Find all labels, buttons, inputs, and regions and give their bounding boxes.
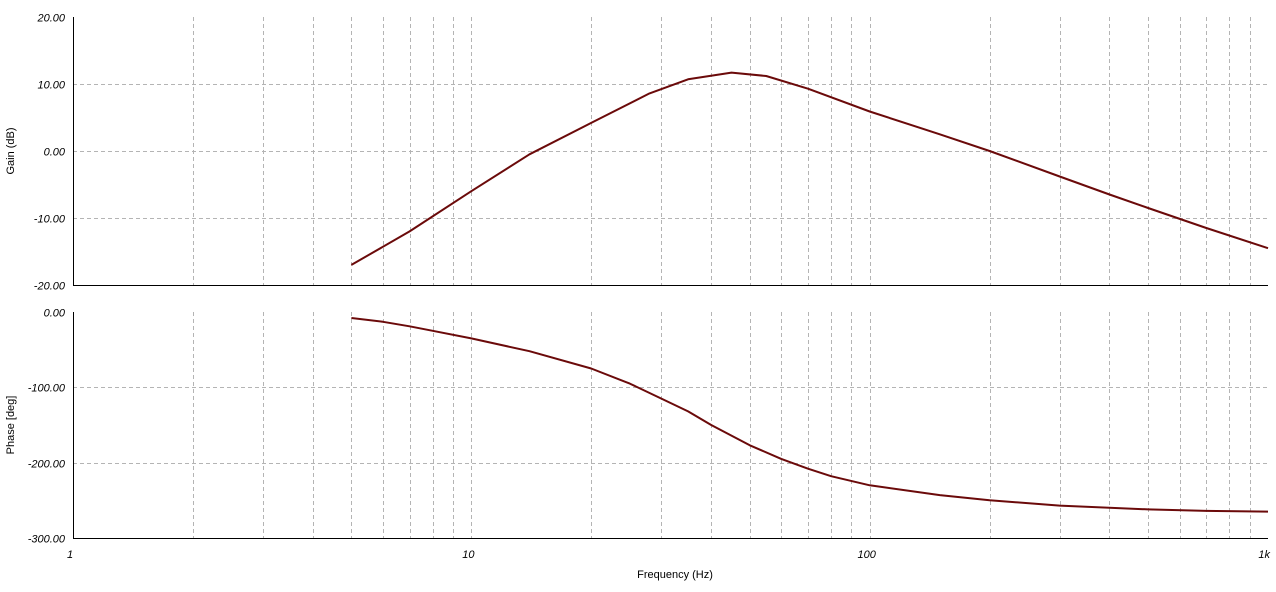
gain-ytick-label: 20.00 [36, 13, 65, 25]
gain-ytick-label: -10.00 [34, 214, 66, 226]
x-tick-label: 1 [67, 549, 73, 561]
phase-ytick-label: -300.00 [28, 534, 66, 546]
gain-ytick-label: -20.00 [34, 281, 66, 293]
phase-ytick-label: -100.00 [28, 383, 66, 395]
x-tick-label: 1k [1258, 549, 1270, 561]
phase-panel: 0.00 -100.00 -200.00 -300.00 Phase [deg] 1 10 1… [5, 308, 1270, 562]
gain-ytick-label: 0.00 [44, 147, 66, 159]
gain-y-axis-title: Gain (dB) [5, 127, 17, 174]
phase-y-axis-title: Phase [deg] [5, 396, 17, 455]
gain-panel: 20.00 10.00 0.00 -10.00 -20.00 Gain (dB) [5, 13, 1269, 293]
gain-curve [350, 71, 1269, 266]
x-axis-title: Frequency (Hz) [637, 569, 713, 581]
x-tick-label: 10 [462, 549, 475, 561]
phase-ytick-label: -200.00 [28, 459, 66, 471]
phase-curve [351, 317, 1269, 513]
phase-ytick-label: 0.00 [44, 308, 66, 320]
x-tick-label: 100 [857, 549, 876, 561]
gain-ytick-label: 10.00 [37, 80, 65, 92]
